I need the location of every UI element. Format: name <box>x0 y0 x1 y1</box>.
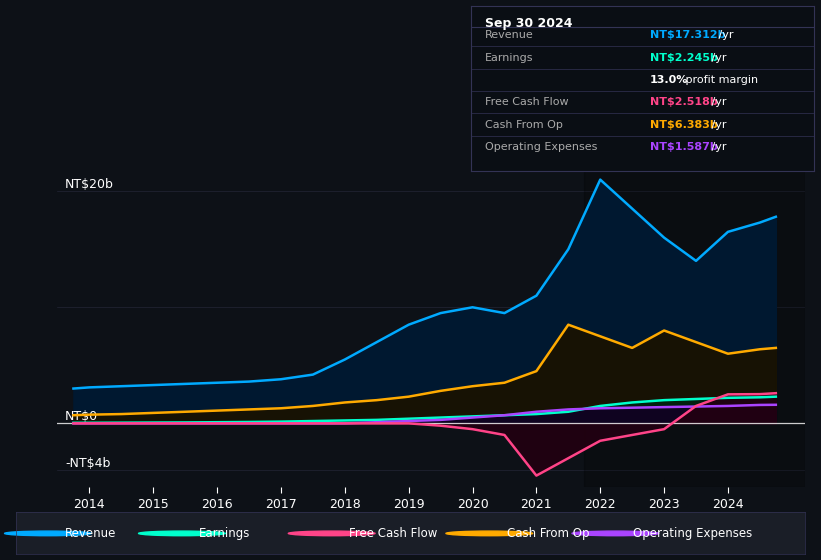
Text: profit margin: profit margin <box>682 75 759 85</box>
Text: 13.0%: 13.0% <box>649 75 688 85</box>
Bar <box>585 168 805 487</box>
Text: Operating Expenses: Operating Expenses <box>485 142 598 152</box>
Text: NT$1.587b: NT$1.587b <box>649 142 718 152</box>
Text: Free Cash Flow: Free Cash Flow <box>349 527 438 540</box>
Circle shape <box>5 531 91 536</box>
Text: NT$20b: NT$20b <box>65 178 114 191</box>
Circle shape <box>139 531 225 536</box>
Text: -NT$4b: -NT$4b <box>65 457 110 470</box>
Text: Revenue: Revenue <box>66 527 117 540</box>
Text: NT$2.518b: NT$2.518b <box>649 97 718 108</box>
Text: Earnings: Earnings <box>485 53 534 63</box>
Text: /yr: /yr <box>709 97 727 108</box>
Text: Earnings: Earnings <box>200 527 250 540</box>
Text: NT$6.383b: NT$6.383b <box>649 119 718 129</box>
Text: NT$2.245b: NT$2.245b <box>649 53 718 63</box>
Circle shape <box>446 531 533 536</box>
Text: Free Cash Flow: Free Cash Flow <box>485 97 569 108</box>
Text: /yr: /yr <box>715 30 733 40</box>
Text: NT$17.312b: NT$17.312b <box>649 30 725 40</box>
Circle shape <box>288 531 375 536</box>
Text: Sep 30 2024: Sep 30 2024 <box>485 17 572 30</box>
Text: Operating Expenses: Operating Expenses <box>633 527 752 540</box>
Text: /yr: /yr <box>709 142 727 152</box>
Text: Revenue: Revenue <box>485 30 534 40</box>
Text: Cash From Op: Cash From Op <box>507 527 589 540</box>
Text: /yr: /yr <box>709 53 727 63</box>
Text: /yr: /yr <box>709 119 727 129</box>
Text: NT$0: NT$0 <box>65 410 98 423</box>
Circle shape <box>572 531 658 536</box>
Text: Cash From Op: Cash From Op <box>485 119 563 129</box>
